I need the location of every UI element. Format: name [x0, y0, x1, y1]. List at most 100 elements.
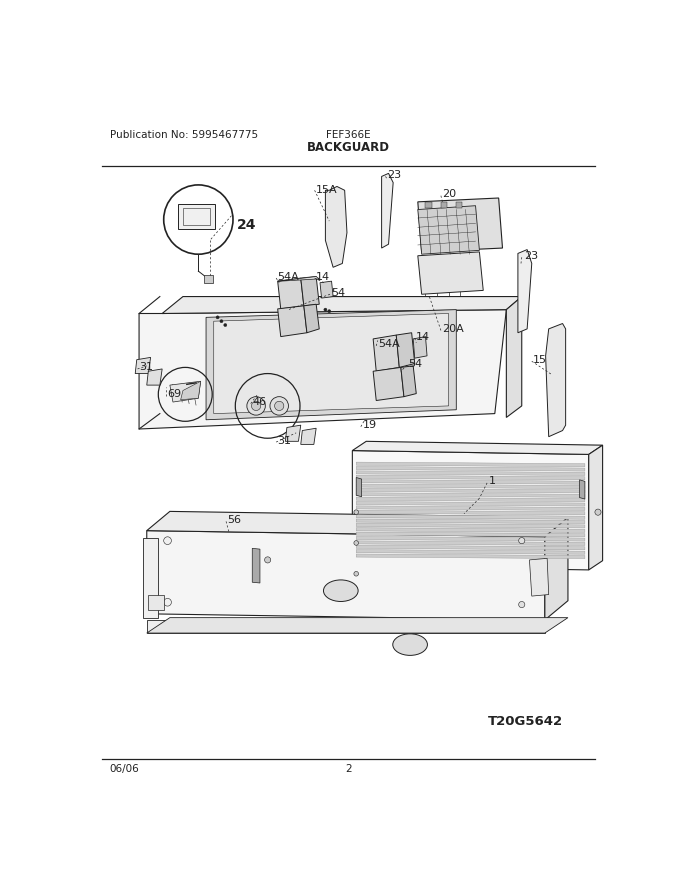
- Polygon shape: [356, 546, 585, 550]
- Circle shape: [551, 347, 560, 355]
- Polygon shape: [396, 333, 415, 368]
- Polygon shape: [545, 324, 566, 436]
- Polygon shape: [356, 515, 585, 519]
- Circle shape: [247, 397, 265, 415]
- Text: 14: 14: [416, 332, 430, 341]
- Polygon shape: [356, 493, 585, 497]
- Circle shape: [220, 319, 223, 323]
- Polygon shape: [413, 336, 427, 358]
- Text: BACKGUARD: BACKGUARD: [307, 142, 390, 155]
- Polygon shape: [252, 548, 260, 583]
- Polygon shape: [356, 478, 362, 496]
- Text: 46: 46: [252, 397, 267, 407]
- Polygon shape: [147, 531, 545, 620]
- Text: 56: 56: [228, 515, 241, 524]
- Text: 54: 54: [409, 358, 423, 369]
- Text: T20G5642: T20G5642: [488, 715, 563, 728]
- Circle shape: [328, 310, 330, 312]
- Polygon shape: [320, 282, 333, 298]
- Text: 54A: 54A: [277, 272, 299, 282]
- Polygon shape: [356, 502, 585, 506]
- Polygon shape: [418, 198, 503, 252]
- Polygon shape: [418, 206, 479, 254]
- Text: 14: 14: [316, 272, 330, 282]
- Text: 2: 2: [345, 765, 352, 774]
- Polygon shape: [277, 278, 304, 309]
- Polygon shape: [356, 519, 585, 524]
- Text: 54A: 54A: [378, 340, 400, 349]
- Text: 31: 31: [277, 436, 292, 445]
- Polygon shape: [147, 511, 568, 537]
- Circle shape: [252, 401, 260, 410]
- Polygon shape: [441, 202, 447, 208]
- Polygon shape: [418, 252, 483, 294]
- Polygon shape: [147, 618, 568, 633]
- Polygon shape: [356, 475, 585, 480]
- Circle shape: [354, 510, 358, 515]
- Polygon shape: [147, 369, 162, 385]
- Circle shape: [551, 410, 560, 417]
- Text: 06/06: 06/06: [109, 765, 139, 774]
- Polygon shape: [456, 202, 462, 208]
- Circle shape: [216, 316, 219, 319]
- Polygon shape: [381, 173, 393, 248]
- Circle shape: [519, 538, 525, 544]
- Text: 23: 23: [524, 251, 538, 260]
- Polygon shape: [170, 381, 201, 402]
- Polygon shape: [214, 313, 449, 414]
- Polygon shape: [579, 480, 585, 499]
- Polygon shape: [135, 357, 150, 373]
- Polygon shape: [277, 276, 319, 282]
- Polygon shape: [356, 462, 585, 466]
- Polygon shape: [286, 425, 301, 441]
- Polygon shape: [162, 297, 522, 313]
- Polygon shape: [356, 541, 585, 546]
- Polygon shape: [356, 497, 585, 502]
- Polygon shape: [518, 250, 532, 333]
- Text: 15: 15: [533, 355, 547, 364]
- Polygon shape: [373, 335, 399, 371]
- Text: 31: 31: [139, 363, 153, 372]
- Polygon shape: [301, 276, 319, 306]
- Circle shape: [275, 401, 284, 410]
- Circle shape: [519, 602, 525, 607]
- Polygon shape: [352, 441, 602, 454]
- Polygon shape: [206, 310, 456, 420]
- Polygon shape: [177, 204, 216, 229]
- Polygon shape: [356, 528, 585, 532]
- Polygon shape: [356, 488, 585, 493]
- Text: 54: 54: [332, 288, 345, 297]
- Circle shape: [354, 571, 358, 576]
- Circle shape: [324, 308, 327, 312]
- Polygon shape: [356, 524, 585, 528]
- Polygon shape: [426, 202, 432, 208]
- Text: 24: 24: [237, 218, 256, 232]
- Text: 20: 20: [443, 189, 456, 199]
- Circle shape: [164, 537, 171, 545]
- Polygon shape: [204, 275, 213, 282]
- Polygon shape: [352, 451, 589, 570]
- Text: 15A: 15A: [316, 186, 338, 195]
- Polygon shape: [356, 480, 585, 484]
- Polygon shape: [356, 550, 585, 554]
- Polygon shape: [530, 558, 549, 596]
- Polygon shape: [139, 310, 507, 429]
- Polygon shape: [356, 506, 585, 510]
- Polygon shape: [301, 429, 316, 444]
- Polygon shape: [181, 381, 201, 400]
- Circle shape: [224, 324, 227, 326]
- Polygon shape: [373, 368, 404, 400]
- Circle shape: [354, 540, 358, 546]
- Polygon shape: [589, 445, 602, 570]
- Polygon shape: [143, 539, 158, 618]
- Polygon shape: [356, 554, 585, 559]
- Circle shape: [270, 397, 288, 415]
- Polygon shape: [356, 532, 585, 537]
- Text: FEF366E: FEF366E: [326, 130, 371, 140]
- Text: 1: 1: [489, 476, 496, 487]
- Text: 20A: 20A: [443, 324, 464, 334]
- Ellipse shape: [324, 580, 358, 602]
- Polygon shape: [507, 297, 522, 417]
- Ellipse shape: [393, 634, 428, 656]
- Polygon shape: [356, 484, 585, 488]
